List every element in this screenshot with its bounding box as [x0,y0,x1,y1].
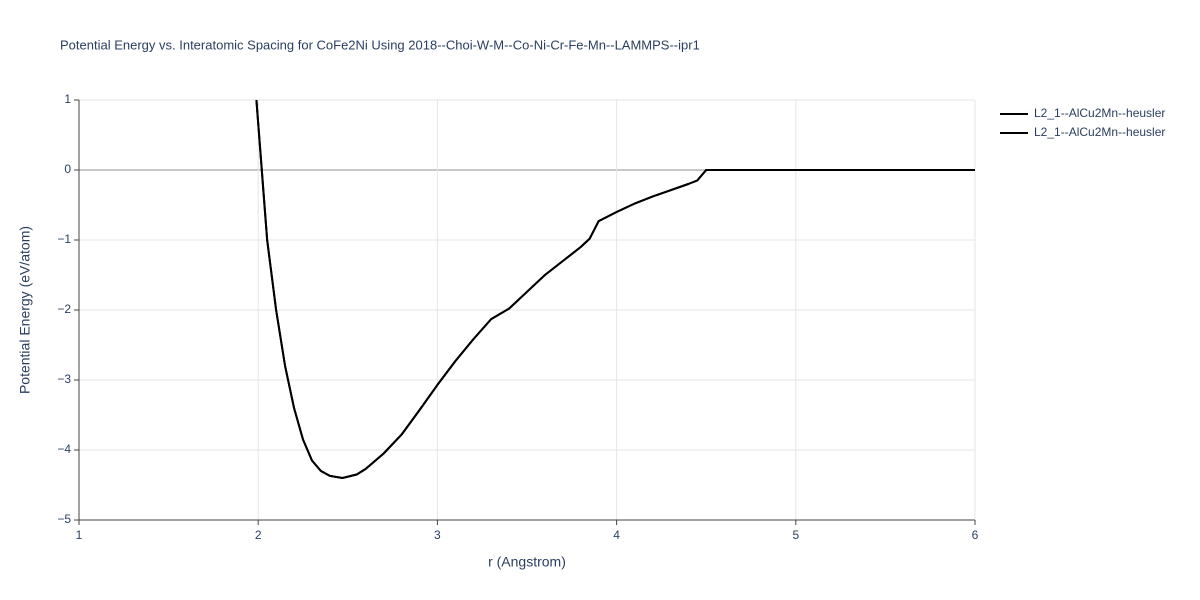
y-tick-label: 0 [64,162,71,176]
y-axis-title: Potential Energy (eV/atom) [17,226,33,394]
x-tick-label: 1 [76,528,83,542]
legend-label: L2_1--AlCu2Mn--heusler [1034,125,1165,139]
chart-title: Potential Energy vs. Interatomic Spacing… [60,37,700,52]
x-tick-label: 6 [972,528,979,542]
grid: −5 −4 −3 −2 −1 0 1 1 2 3 4 5 6 [57,92,978,542]
y-tick-label: −5 [57,512,71,526]
x-tick-label: 2 [255,528,262,542]
y-tick-label: 1 [64,92,71,106]
x-tick-label: 4 [613,528,620,542]
y-tick-label: −1 [57,232,71,246]
y-tick-label: −2 [57,302,71,316]
plot-area [255,99,975,479]
y-tick-label: −4 [57,442,71,456]
x-axis-title: r (Angstrom) [488,554,566,570]
series-line [255,99,975,479]
series-line [255,99,975,479]
y-tick-label: −3 [57,372,71,386]
legend-label: L2_1--AlCu2Mn--heusler [1034,106,1165,120]
x-tick-label: 3 [434,528,441,542]
x-tick-label: 5 [792,528,799,542]
legend: L2_1--AlCu2Mn--heusler L2_1--AlCu2Mn--heu… [1000,106,1165,139]
